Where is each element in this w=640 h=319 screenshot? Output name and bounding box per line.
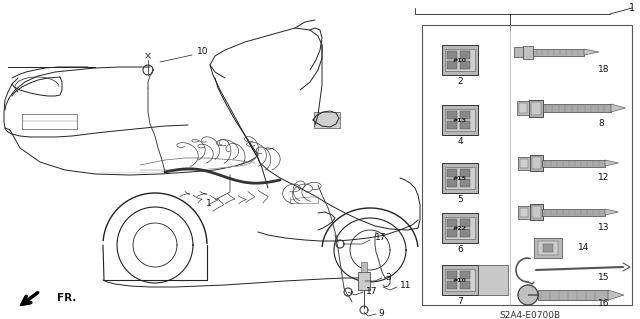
Bar [460, 61, 470, 69]
Bar [532, 157, 541, 169]
Polygon shape [518, 285, 538, 305]
Bar [534, 238, 562, 258]
Bar [530, 155, 543, 171]
Bar [530, 204, 543, 220]
Text: 8: 8 [598, 120, 604, 129]
Bar [442, 163, 478, 193]
Bar [542, 209, 605, 216]
Bar [460, 271, 470, 279]
Bar [543, 244, 553, 252]
Bar [520, 159, 528, 168]
Text: 16: 16 [598, 300, 609, 308]
Bar [531, 102, 541, 115]
Bar [22, 114, 77, 129]
Bar [478, 265, 508, 295]
Text: #13: #13 [453, 117, 467, 122]
Polygon shape [605, 160, 618, 166]
Bar [442, 213, 478, 243]
Bar [523, 46, 533, 59]
Bar [519, 103, 527, 113]
Bar [361, 262, 367, 272]
Text: 1: 1 [629, 3, 635, 13]
Text: FR.: FR. [57, 293, 76, 303]
Bar [514, 47, 523, 57]
Bar [447, 121, 457, 129]
Text: 15: 15 [598, 273, 609, 283]
Text: #10: #10 [453, 278, 467, 283]
Bar [460, 121, 470, 129]
Bar [445, 217, 475, 239]
Bar [447, 271, 457, 279]
Bar [538, 290, 608, 300]
Bar [543, 104, 611, 112]
Bar [460, 169, 470, 177]
Polygon shape [611, 104, 625, 112]
Bar [447, 51, 457, 59]
Text: 13: 13 [598, 222, 609, 232]
Text: 11: 11 [400, 281, 412, 291]
Bar [442, 265, 478, 295]
Bar [529, 100, 543, 117]
Text: 7: 7 [457, 298, 463, 307]
Text: 10: 10 [197, 48, 209, 56]
Bar [314, 112, 340, 128]
Bar [445, 269, 475, 291]
Bar [533, 49, 584, 56]
Bar [518, 157, 530, 170]
Bar [442, 105, 478, 135]
Text: 9: 9 [378, 308, 384, 317]
Bar [532, 206, 541, 218]
Text: 17: 17 [375, 234, 387, 242]
Bar [447, 169, 457, 177]
Text: 6: 6 [457, 246, 463, 255]
Bar [460, 219, 470, 227]
Bar [460, 229, 470, 237]
Bar [447, 111, 457, 119]
Text: 1: 1 [206, 199, 212, 209]
Bar [442, 45, 478, 75]
Text: 5: 5 [457, 196, 463, 204]
Text: 17: 17 [366, 286, 378, 295]
Bar [518, 206, 530, 219]
Text: 14: 14 [578, 243, 589, 253]
Text: ×: × [144, 51, 152, 61]
Bar [358, 272, 370, 290]
Bar [445, 109, 475, 131]
Bar [445, 49, 475, 71]
Bar [447, 229, 457, 237]
Text: S2A4-E0700B: S2A4-E0700B [499, 310, 561, 319]
Bar [517, 101, 529, 115]
Bar [445, 167, 475, 189]
Bar [542, 160, 605, 167]
Text: 2: 2 [457, 78, 463, 86]
Bar [538, 241, 558, 255]
Bar [447, 179, 457, 187]
Text: 18: 18 [598, 65, 609, 75]
Bar [520, 208, 528, 217]
Bar [460, 281, 470, 289]
Text: #22: #22 [453, 226, 467, 231]
Polygon shape [608, 290, 624, 300]
Bar [422, 25, 632, 305]
Polygon shape [605, 209, 618, 215]
Bar [447, 61, 457, 69]
Bar [460, 111, 470, 119]
Bar [447, 281, 457, 289]
Text: 4: 4 [457, 137, 463, 146]
Text: #15: #15 [453, 175, 467, 181]
Bar [460, 179, 470, 187]
Text: #10: #10 [453, 57, 467, 63]
Text: 12: 12 [598, 174, 609, 182]
Polygon shape [584, 49, 599, 55]
Text: 3: 3 [385, 272, 391, 281]
Bar [460, 51, 470, 59]
Bar [480, 267, 506, 293]
Bar [447, 219, 457, 227]
